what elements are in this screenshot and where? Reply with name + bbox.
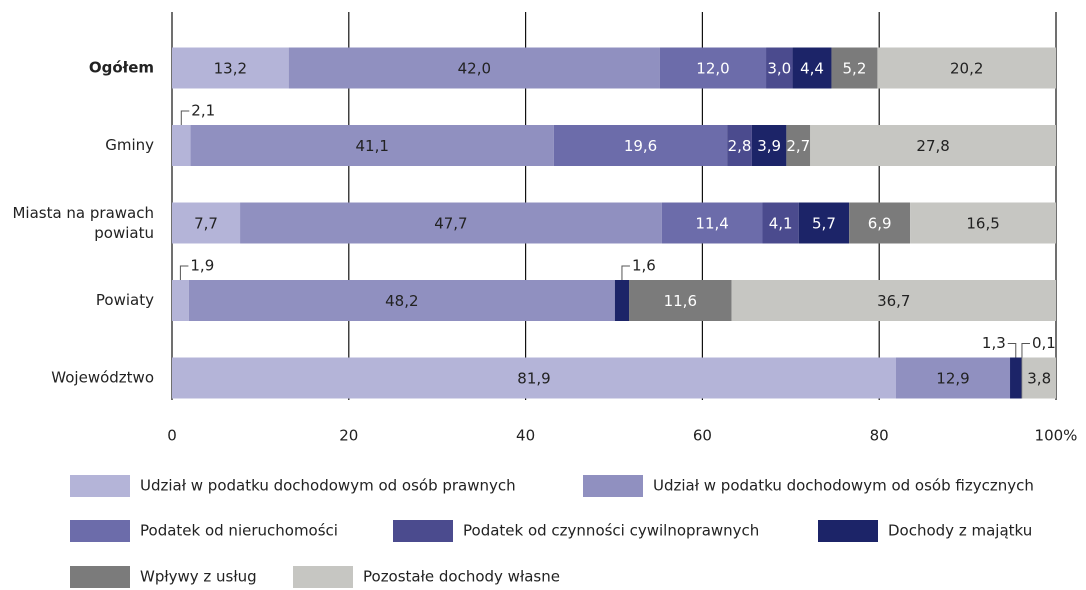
bar-segment [172, 125, 191, 166]
leader-line [179, 265, 189, 280]
value-label: 12,9 [936, 370, 969, 388]
bar-segment [798, 202, 850, 244]
value-label: 3,0 [767, 60, 791, 78]
legend-label: Podatek od czynności cywilnoprawnych [463, 522, 759, 540]
bar-segment [172, 202, 241, 244]
bar-segment [288, 47, 660, 89]
value-label: 1,6 [632, 257, 656, 275]
bar-segment [810, 125, 1056, 166]
value-label: 36,7 [877, 292, 910, 310]
leader-line [1007, 343, 1017, 358]
bar-segment [786, 125, 811, 166]
bar-segment [240, 202, 662, 244]
value-label: 13,2 [214, 60, 247, 78]
legend-label: Udział w podatku dochodowym od osób praw… [140, 477, 516, 495]
leader-line [621, 265, 630, 280]
x-tick-label: 80 [870, 427, 889, 445]
category-label: Gminy [105, 136, 154, 154]
value-label: 81,9 [517, 370, 550, 388]
bar-segment [766, 47, 793, 89]
value-label: 11,4 [695, 215, 728, 233]
value-label: 3,9 [757, 137, 781, 155]
value-label: 7,7 [194, 215, 218, 233]
legend-swatch [393, 520, 453, 542]
value-label: 11,6 [664, 292, 697, 310]
legend-label: Udział w podatku dochodowym od osób fizy… [653, 477, 1034, 495]
value-label: 4,1 [769, 215, 793, 233]
bar-segment [849, 202, 911, 244]
legend-label: Wpływy z usług [140, 568, 257, 586]
value-label: 19,6 [624, 137, 657, 155]
category-label-line: Miasta na prawach [12, 204, 154, 222]
category-label: Województwo [51, 369, 154, 387]
value-label: 12,0 [696, 60, 729, 78]
bar-segment [172, 47, 289, 89]
bar-segment [762, 202, 799, 244]
legend-swatch [818, 520, 878, 542]
legend-label: Pozostałe dochody własne [363, 568, 560, 586]
bar-segment [661, 202, 763, 244]
x-tick-label: 60 [693, 427, 712, 445]
value-label: 3,8 [1027, 370, 1051, 388]
category-label: Powiaty [96, 291, 154, 309]
bar-segment [629, 280, 732, 321]
x-tick-label: 20 [339, 427, 358, 445]
bar-segment [727, 125, 752, 166]
leader-line [180, 110, 190, 125]
x-tick-label: 0 [167, 427, 177, 445]
legend-swatch [70, 520, 130, 542]
category-label: Miasta na prawach powiatu [12, 204, 154, 242]
leader-line [1021, 343, 1030, 358]
value-label: 27,8 [916, 137, 949, 155]
legend-label: Podatek od nieruchomości [140, 522, 338, 540]
bar-segment [910, 202, 1056, 244]
bar-segment [172, 280, 189, 321]
value-label: 41,1 [356, 137, 389, 155]
x-tick-label: 40 [516, 427, 535, 445]
value-label: 5,7 [812, 215, 836, 233]
bar-segment [188, 280, 615, 321]
x-tick-label: 100% [1035, 427, 1078, 445]
bar-segment [751, 125, 787, 166]
bar-segment [614, 280, 630, 321]
legend-swatch [583, 475, 643, 497]
bar-segment [1022, 357, 1056, 399]
value-label: 20,2 [950, 60, 983, 78]
bar-segment [659, 47, 767, 89]
bar-segment [1021, 357, 1023, 399]
value-label: 48,2 [385, 292, 418, 310]
legend-swatch [293, 566, 353, 588]
value-label: 1,9 [190, 257, 214, 275]
bar-segment [792, 47, 832, 89]
bar-segment [877, 47, 1056, 89]
value-label: 16,5 [966, 215, 999, 233]
bar-segment [831, 47, 878, 89]
value-label: 2,8 [728, 137, 752, 155]
bar-segment [553, 125, 728, 166]
category-label-line: powiatu [94, 224, 154, 242]
bar-segment [1010, 357, 1022, 399]
bar-segment [190, 125, 554, 166]
value-label: 1,3 [982, 334, 1006, 352]
legend-label: Dochody z majątku [888, 522, 1032, 540]
category-label: Ogółem [89, 59, 154, 77]
value-label: 47,7 [434, 215, 467, 233]
bar-segment [895, 357, 1011, 399]
bar-segment [172, 357, 896, 399]
value-label: 0,1 [1032, 334, 1056, 352]
value-label: 6,9 [868, 215, 892, 233]
value-label: 4,4 [800, 60, 824, 78]
legend-swatch [70, 566, 130, 588]
value-label: 2,7 [786, 137, 810, 155]
value-label: 2,1 [191, 102, 215, 120]
bar-segment [731, 280, 1056, 321]
value-label: 42,0 [458, 60, 491, 78]
value-label: 5,2 [843, 60, 867, 78]
legend-swatch [70, 475, 130, 497]
